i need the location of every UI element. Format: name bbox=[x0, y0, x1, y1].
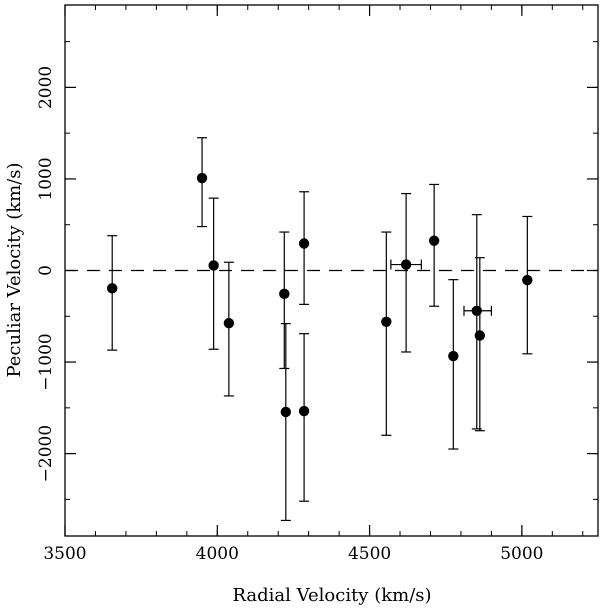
data-point bbox=[298, 238, 310, 249]
x-tick-label: 4000 bbox=[196, 544, 239, 564]
x-axis-title: Radial Velocity (km/s) bbox=[232, 585, 431, 606]
y-tick-label: 1000 bbox=[36, 157, 56, 200]
data-point bbox=[474, 330, 486, 341]
x-tick-label: 3500 bbox=[43, 544, 86, 564]
data-point bbox=[279, 288, 290, 300]
plot-area: 3500 4000 4500 5000 −2000 −1000 0 1000 2000 bbox=[36, 4, 599, 564]
data-point bbox=[381, 316, 392, 327]
y-tick-label: 2000 bbox=[36, 66, 56, 109]
data-point bbox=[196, 172, 208, 184]
y-tick-label: 0 bbox=[36, 265, 56, 276]
data-point bbox=[522, 274, 533, 286]
data-point bbox=[280, 406, 292, 418]
x-tick-label: 5000 bbox=[500, 544, 543, 564]
data-point bbox=[428, 235, 440, 246]
y-axis-title: Peculiar Velocity (km/s) bbox=[4, 162, 25, 377]
y-tick-label: −2000 bbox=[36, 425, 56, 483]
data-point bbox=[298, 405, 310, 417]
data-point bbox=[223, 317, 235, 329]
x-tick-label: 4500 bbox=[348, 544, 391, 564]
data-point bbox=[400, 259, 412, 270]
data-point bbox=[208, 260, 219, 271]
y-tick-label: −1000 bbox=[36, 333, 56, 391]
data-point bbox=[448, 350, 459, 362]
data-point bbox=[107, 283, 118, 294]
